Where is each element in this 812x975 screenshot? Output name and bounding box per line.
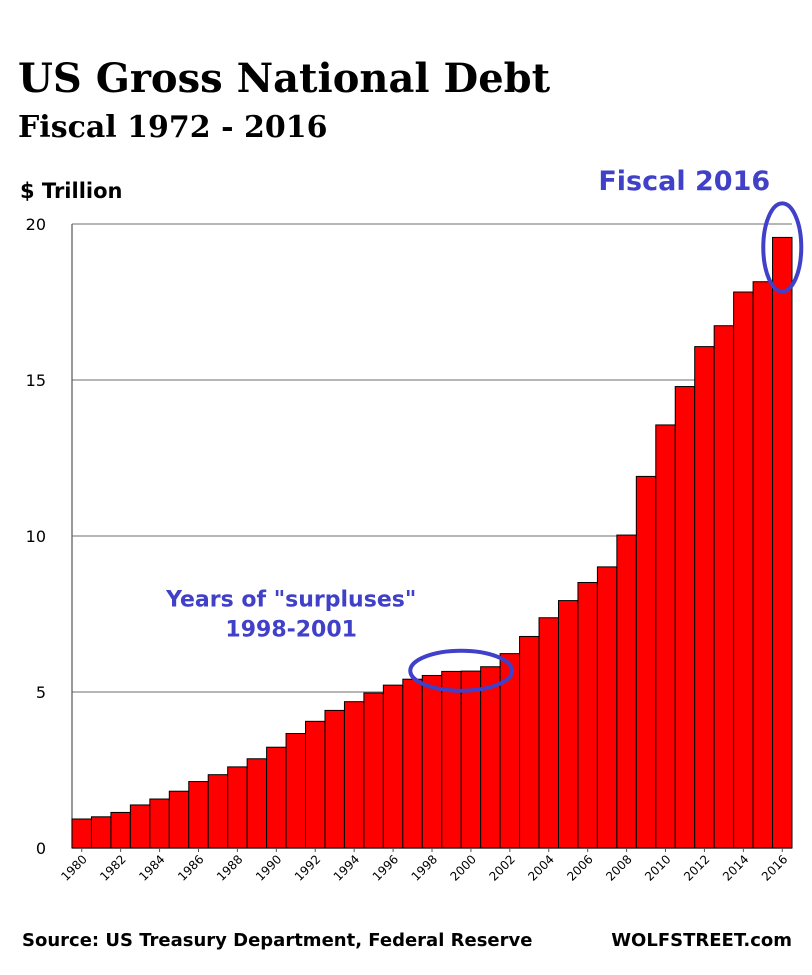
bar-2003 (519, 635, 540, 849)
bar-2006 (577, 581, 598, 849)
bar-2015 (752, 281, 774, 849)
bar-2011 (674, 386, 696, 849)
x-tick-label: 1984 (136, 852, 167, 883)
bar-1992 (305, 720, 326, 849)
x-tick-label: 2000 (448, 852, 479, 883)
bar-1987 (207, 774, 229, 849)
chart-subtitle: Fiscal 1972 - 2016 (18, 110, 327, 145)
bar-2009 (635, 475, 657, 849)
y-tick-label: 5 (36, 683, 46, 702)
x-tick-label: 1996 (370, 852, 401, 883)
bar-2001 (480, 666, 501, 849)
bar-1998 (421, 674, 443, 849)
x-tick-label: 2002 (486, 852, 517, 883)
x-tick-label: 2008 (603, 852, 634, 883)
annotation-ellipse (408, 648, 515, 693)
bars (71, 236, 793, 849)
bar-2016 (772, 236, 793, 849)
bar-2010 (655, 424, 676, 849)
x-tick-label: 2006 (564, 852, 595, 883)
annotation-text: Fiscal 2016 (598, 166, 770, 197)
annotation-ellipse (761, 201, 804, 294)
x-tick-label: 2010 (642, 852, 673, 883)
bar-1986 (188, 781, 209, 849)
x-tick-label: 2012 (681, 852, 712, 883)
source-note: Source: US Treasury Department, Federal … (22, 930, 532, 951)
y-tick-label: 15 (26, 371, 46, 390)
x-tick-label: 2016 (759, 852, 790, 883)
bar-2007 (596, 566, 618, 849)
brand-label: WOLFSTREET.com (611, 930, 792, 951)
bar-2014 (733, 291, 754, 849)
bar-2013 (713, 325, 735, 849)
annotation-text: 1998-2001 (225, 618, 357, 643)
bar-1999 (441, 670, 462, 849)
x-tick-label: 1998 (409, 852, 440, 883)
bar-1983 (129, 804, 151, 849)
y-tick-label: 20 (26, 215, 46, 234)
bar-2004 (538, 617, 559, 849)
bar-1985 (168, 790, 190, 849)
x-tick-label: 1980 (58, 852, 89, 883)
bar-1988 (227, 766, 248, 849)
bar-2008 (616, 534, 637, 849)
y-tick-label: 10 (26, 527, 46, 546)
bar-1989 (246, 758, 268, 849)
bar-2012 (694, 346, 715, 849)
y-tick-label: 0 (36, 839, 46, 858)
x-tick-label: 2014 (720, 852, 751, 883)
x-tick-labels: 1980 1982 1984 1986 1988 1990 1992 1994 1996 1998… (58, 848, 790, 884)
bar-1982 (110, 811, 131, 849)
x-tick-label: 2004 (525, 852, 556, 883)
bar-1995 (363, 692, 384, 849)
x-tick-label: 1994 (331, 852, 362, 883)
chart-title: US Gross National Debt (18, 55, 551, 102)
bar-1996 (382, 684, 404, 849)
bar-1981 (90, 816, 112, 849)
bar-1991 (285, 732, 307, 849)
x-tick-label: 1990 (253, 852, 284, 883)
x-tick-label: 1992 (292, 852, 323, 883)
x-tick-label: 1986 (175, 852, 206, 883)
y-axis-label: $ Trillion (20, 179, 122, 203)
bar-2005 (557, 600, 579, 849)
bar-2000 (460, 670, 482, 849)
bar-1990 (266, 746, 287, 849)
x-tick-label: 1988 (214, 852, 245, 883)
bar-1994 (343, 701, 365, 849)
bar-1984 (149, 798, 170, 849)
bar-1993 (324, 709, 345, 849)
annotation-text: Years of "surpluses" (165, 588, 416, 613)
x-tick-label: 1982 (97, 852, 128, 883)
bar-1997 (402, 678, 423, 849)
bar-1980 (71, 818, 92, 849)
y-tick-labels: 0 5 10 15 20 (26, 215, 46, 858)
annotations: Years of "surpluses" 1998-2001 Fiscal 2016 (165, 166, 804, 693)
